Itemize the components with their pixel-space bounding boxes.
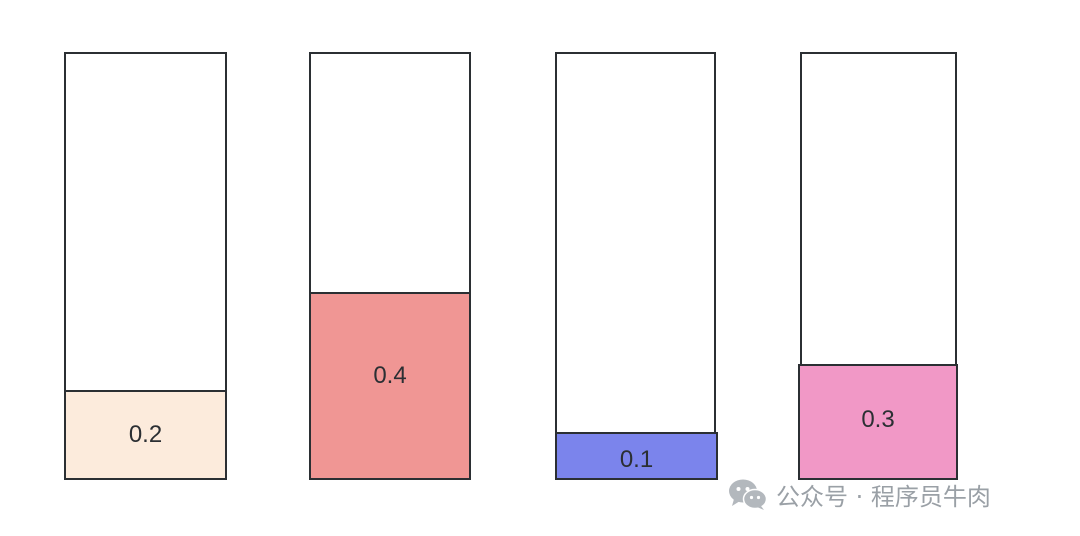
jar-3-label: 0.1 [619,446,654,473]
wechat-icon [729,479,768,510]
watermark: 公众号 · 程序员牛肉 [728,474,991,514]
jar-2-fill: 0.4 [309,292,471,480]
watermark-text: 公众号 · 程序员牛肉 [776,482,991,511]
jar-1-label: 0.2 [128,421,163,448]
jar-4-fill: 0.3 [798,364,958,480]
jar-2-label: 0.4 [373,362,407,389]
jar-1-fill: 0.2 [64,390,227,480]
jar-4-label: 0.3 [861,406,895,433]
jar-3 [555,52,716,480]
jar-3-fill: 0.1 [555,432,718,480]
